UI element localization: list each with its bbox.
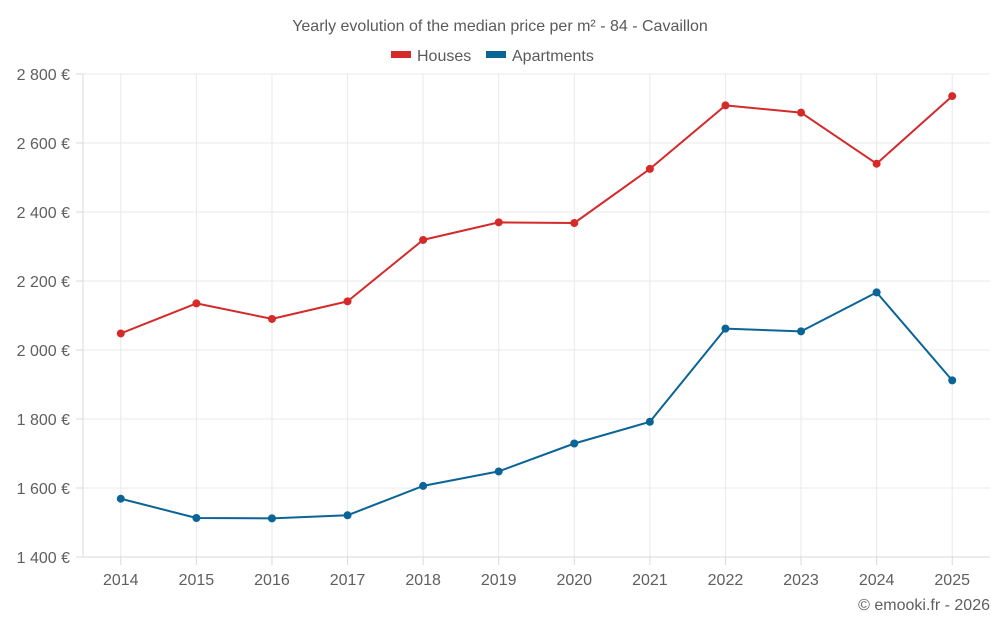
- credit-text: © emooki.fr - 2026: [858, 597, 990, 614]
- x-tick-label: 2020: [556, 572, 592, 589]
- data-point-apartments: [948, 376, 957, 385]
- x-tick-label: 2016: [254, 572, 290, 589]
- y-tick-label: 2 400 €: [17, 205, 70, 222]
- series: [116, 92, 957, 523]
- data-point-apartments: [343, 511, 352, 520]
- x-tick-label: 2022: [708, 572, 744, 589]
- legend: Houses Apartments: [391, 48, 594, 65]
- y-tick-label: 2 000 €: [17, 343, 70, 360]
- y-tick-label: 2 800 €: [17, 67, 70, 84]
- y-tick-label: 1 400 €: [17, 550, 70, 567]
- data-point-apartments: [494, 467, 503, 476]
- data-point-apartments: [721, 324, 730, 333]
- legend-item-houses: Houses: [391, 48, 471, 65]
- y-tick-label: 1 800 €: [17, 412, 70, 429]
- data-point-houses: [872, 159, 881, 168]
- x-tick-label: 2023: [783, 572, 819, 589]
- grid: [83, 73, 990, 557]
- data-point-apartments: [116, 494, 125, 503]
- x-tick-label: 2014: [103, 572, 139, 589]
- x-tick-label: 2017: [330, 572, 366, 589]
- legend-label: Apartments: [512, 48, 594, 65]
- data-point-apartments: [872, 288, 881, 297]
- x-tick-label: 2019: [481, 572, 517, 589]
- data-point-houses: [343, 297, 352, 306]
- data-point-houses: [570, 219, 579, 228]
- data-point-apartments: [645, 417, 654, 426]
- data-point-houses: [267, 314, 276, 323]
- data-point-houses: [797, 108, 806, 117]
- x-tick-label: 2018: [405, 572, 441, 589]
- series-line-houses: [120, 95, 953, 335]
- data-point-apartments: [192, 514, 201, 523]
- series-line-apartments: [120, 291, 953, 520]
- y-tick-label: 2 600 €: [17, 136, 70, 153]
- legend-label: Houses: [417, 48, 471, 65]
- y-tick-label: 2 200 €: [17, 274, 70, 291]
- x-tick-label: 2021: [632, 572, 668, 589]
- x-tick-label: 2015: [179, 572, 215, 589]
- data-point-apartments: [797, 327, 806, 336]
- y-tick-label: 1 600 €: [17, 481, 70, 498]
- x-tick-label: 2024: [859, 572, 895, 589]
- data-point-apartments: [419, 481, 428, 490]
- data-point-houses: [192, 299, 201, 308]
- data-point-houses: [116, 329, 125, 338]
- data-point-houses: [494, 218, 503, 227]
- chart-title: Yearly evolution of the median price per…: [292, 18, 708, 35]
- data-point-apartments: [267, 514, 276, 523]
- legend-item-apartments: Apartments: [486, 48, 594, 65]
- data-point-apartments: [570, 439, 579, 448]
- data-point-houses: [419, 235, 428, 244]
- data-point-houses: [645, 164, 654, 173]
- data-point-houses: [721, 101, 730, 110]
- x-tick-label: 2025: [934, 572, 970, 589]
- legend-swatch: [391, 51, 411, 58]
- legend-swatch: [486, 51, 506, 58]
- data-point-houses: [948, 92, 957, 101]
- axes: 1 400 € 1 600 € 1 800 € 2 000 € 2 200 € 2 400…: [17, 67, 990, 589]
